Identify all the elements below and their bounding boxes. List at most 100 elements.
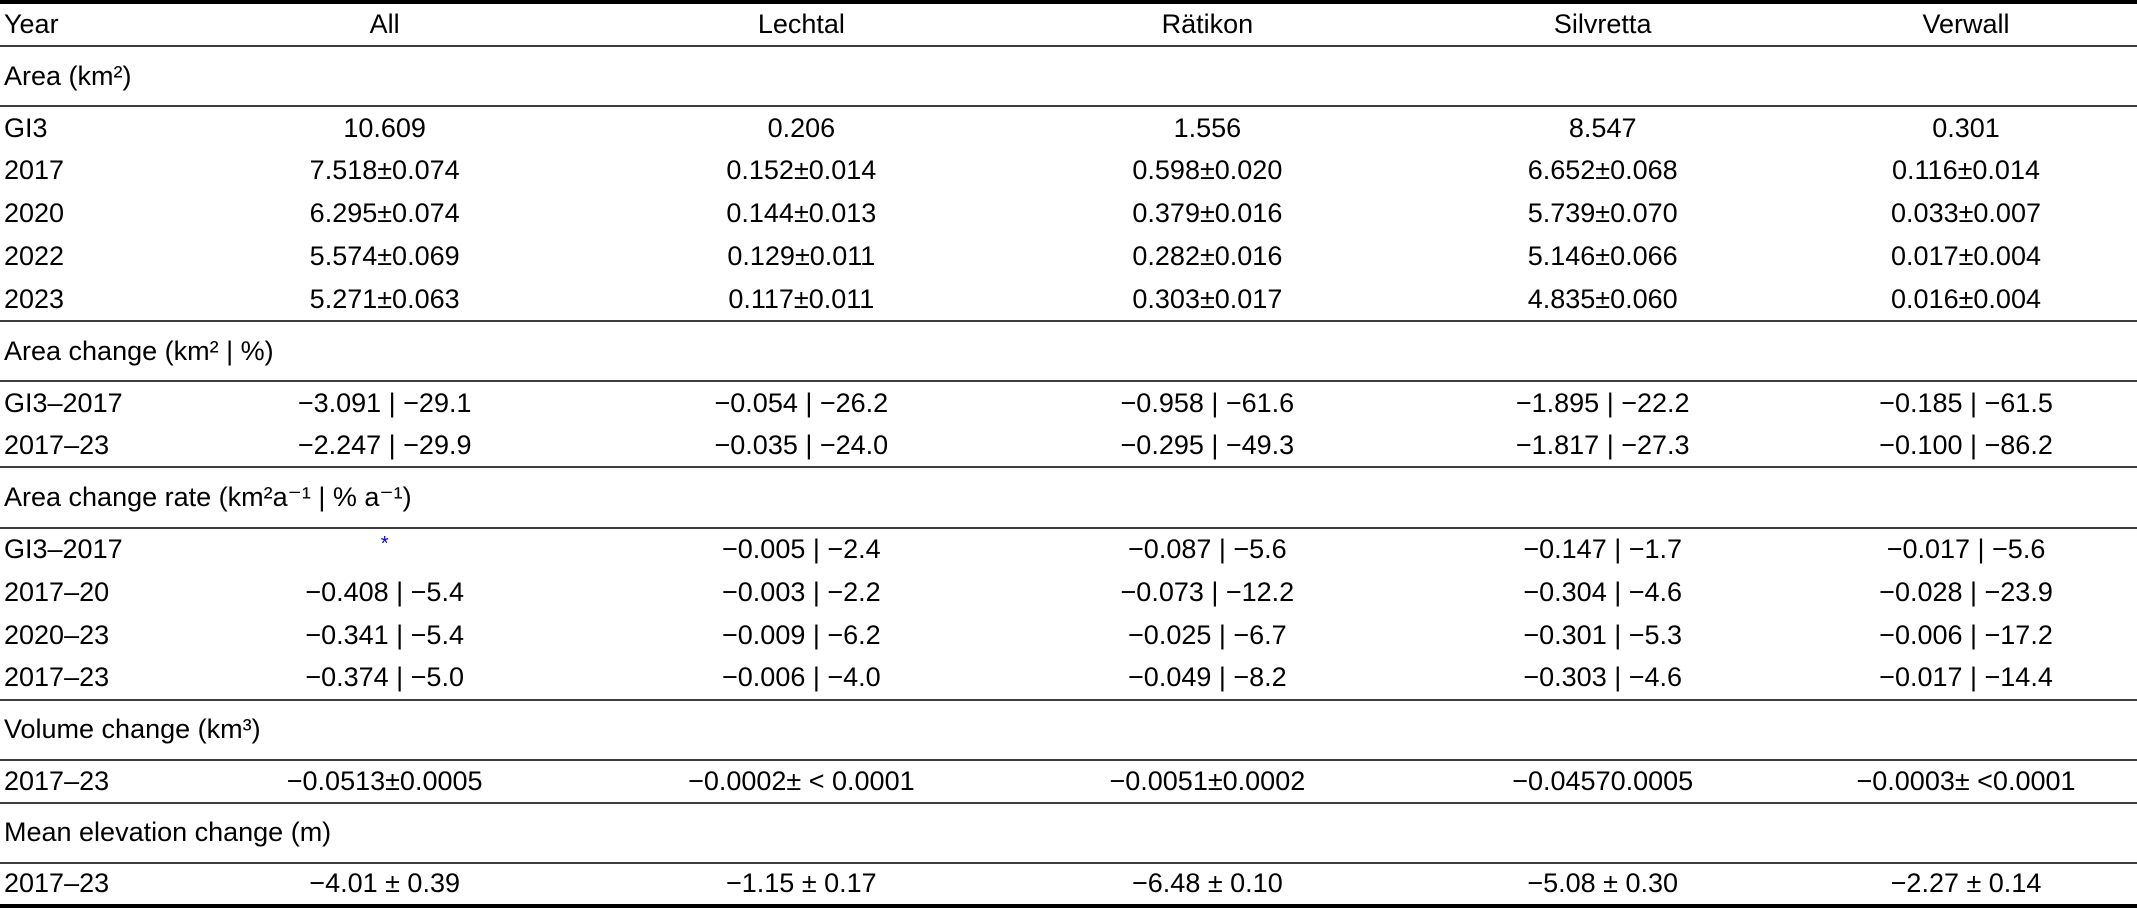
table-cell: 0.379±0.016 bbox=[1132, 198, 1283, 229]
table-cell: 10.609 bbox=[343, 112, 426, 143]
table-cell: −0.006 | −4.0 bbox=[722, 662, 881, 693]
table-cell: −0.087 | −5.6 bbox=[1128, 534, 1287, 565]
table-cell: −4.01 ± 0.39 bbox=[309, 868, 460, 899]
section-title-label: Area (km²) bbox=[0, 44, 2137, 108]
table-cell: −0.147 | −1.7 bbox=[1523, 534, 1683, 565]
table-cell: 0.301 bbox=[1932, 112, 2000, 143]
table-cell: −0.003 | −2.2 bbox=[722, 576, 881, 607]
row-label: 2017 bbox=[4, 155, 65, 186]
table-cell: 5.271±0.063 bbox=[309, 283, 460, 314]
header-row: Year All Lechtal Rätikon Silvretta Verwa… bbox=[0, 2, 2137, 46]
table-cell: 0.116±0.014 bbox=[1892, 155, 2040, 186]
table-cell: 0.033±0.007 bbox=[1891, 198, 2041, 229]
table-cell: −0.958 | −61.6 bbox=[1120, 387, 1295, 418]
table-cell: 6.295±0.074 bbox=[309, 198, 460, 229]
table-row: 2017 7.518±0.074 0.152±0.014 0.598±0.020… bbox=[0, 149, 2137, 192]
table-cell: −0.0513±0.0005 bbox=[286, 765, 483, 796]
row-label: GI3–2017 bbox=[4, 387, 123, 418]
section-title-label: Area change rate (km²a⁻¹ | % a⁻¹) bbox=[0, 466, 2137, 529]
table-cell: −5.08 ± 0.30 bbox=[1527, 868, 1679, 899]
table-row: GI3–2017 −3.091 | −29.1 −0.054 | −26.2 −… bbox=[0, 381, 2137, 424]
table-cell: 0.303±0.017 bbox=[1132, 283, 1283, 314]
table-cell: 5.146±0.066 bbox=[1527, 241, 1678, 272]
row-label: 2017–23 bbox=[4, 429, 110, 460]
table-cell: −2.247 | −29.9 bbox=[297, 429, 472, 460]
table-cell: −0.0002± < 0.0001 bbox=[688, 765, 915, 796]
table-cell: −0.028 | −23.9 bbox=[1879, 576, 2053, 607]
table-row: 2023 5.271±0.063 0.117±0.011 0.303±0.017… bbox=[0, 278, 2137, 321]
row-label: 2017–20 bbox=[4, 576, 110, 607]
table-cell: 4.835±0.060 bbox=[1527, 283, 1678, 314]
table-cell: 0.598±0.020 bbox=[1132, 155, 1283, 186]
table-cell: 0.016±0.004 bbox=[1891, 283, 2041, 314]
table-cell: −0.304 | −4.6 bbox=[1523, 576, 1683, 607]
table-cell: −0.005 | −2.4 bbox=[722, 534, 881, 565]
table-cell: 7.518±0.074 bbox=[309, 155, 460, 186]
table-cell: 5.574±0.069 bbox=[309, 241, 460, 272]
table-row: 2022 5.574±0.069 0.129±0.011 0.282±0.016… bbox=[0, 235, 2137, 278]
table-cell: −0.303 | −4.6 bbox=[1523, 662, 1683, 693]
section-title-area: Area (km²) bbox=[0, 44, 2137, 108]
table-cell: −0.408 | −5.4 bbox=[305, 576, 464, 607]
table-cell: 1.556 bbox=[1173, 112, 1242, 143]
section-title-label: Area change (km² | %) bbox=[0, 320, 2137, 383]
section-title-area-change-rate: Area change rate (km²a⁻¹ | % a⁻¹) bbox=[0, 466, 2137, 529]
column-header-all: All bbox=[369, 9, 400, 39]
table-row: 2020 6.295±0.074 0.144±0.013 0.379±0.016… bbox=[0, 192, 2137, 235]
footnote-asterisk-link[interactable]: * bbox=[380, 533, 389, 556]
section-title-label: Mean elevation change (m) bbox=[0, 801, 2137, 864]
table-cell: −0.025 | −6.7 bbox=[1128, 619, 1287, 650]
table-row: 2017–23 −2.247 | −29.9 −0.035 | −24.0 −0… bbox=[0, 424, 2137, 467]
table-cell: −0.0051±0.0002 bbox=[1109, 765, 1306, 796]
table-cell: −0.017 | −14.4 bbox=[1879, 662, 2053, 693]
table-row: GI3–2017 * −0.005 | −2.4 −0.087 | −5.6 −… bbox=[0, 528, 2137, 571]
table-cell: * bbox=[171, 528, 598, 571]
table-cell: −0.374 | −5.0 bbox=[305, 662, 464, 693]
table-cell: −0.009 | −6.2 bbox=[722, 619, 881, 650]
row-label: 2020–23 bbox=[4, 619, 110, 650]
column-header-year: Year bbox=[4, 9, 59, 39]
section-title-volume-change: Volume change (km³) bbox=[0, 698, 2137, 761]
table-cell: −1.15 ± 0.17 bbox=[726, 868, 877, 899]
section-title-area-change: Area change (km² | %) bbox=[0, 320, 2137, 383]
table-cell: 0.152±0.014 bbox=[726, 155, 877, 186]
table-cell: 0.117±0.011 bbox=[728, 283, 875, 314]
column-header-verwall: Verwall bbox=[1922, 9, 2010, 39]
table-row: 2017–23 −4.01 ± 0.39 −1.15 ± 0.17 −6.48 … bbox=[0, 863, 2137, 906]
table-cell: 0.206 bbox=[767, 112, 836, 143]
table-cell: −0.295 | −49.3 bbox=[1120, 429, 1295, 460]
section-title-mean-elevation-change: Mean elevation change (m) bbox=[0, 801, 2137, 864]
row-label: GI3–2017 bbox=[4, 534, 123, 565]
table-cell: −0.054 | −26.2 bbox=[714, 387, 889, 418]
table-cell: −6.48 ± 0.10 bbox=[1132, 868, 1283, 899]
row-label: 2017–23 bbox=[4, 868, 110, 899]
table-row: 2017–23 −0.0513±0.0005 −0.0002± < 0.0001… bbox=[0, 760, 2137, 803]
table-cell: 5.739±0.070 bbox=[1527, 198, 1678, 229]
table-cell: −2.27 ± 0.14 bbox=[1890, 868, 2042, 899]
row-label: 2017–23 bbox=[4, 765, 110, 796]
table-cell: −0.006 | −17.2 bbox=[1879, 619, 2053, 650]
table-cell: −1.817 | −27.3 bbox=[1515, 429, 1690, 460]
table-row: 2017–23 −0.374 | −5.0 −0.006 | −4.0 −0.0… bbox=[0, 657, 2137, 700]
table-cell: −0.100 | −86.2 bbox=[1879, 429, 2053, 460]
table-cell: −0.0003± <0.0001 bbox=[1856, 765, 2076, 796]
table-cell: −0.301 | −5.3 bbox=[1523, 619, 1683, 650]
table-cell: 0.129±0.011 bbox=[727, 241, 876, 272]
table-row: 2020–23 −0.341 | −5.4 −0.009 | −6.2 −0.0… bbox=[0, 614, 2137, 657]
table-row: GI3 10.609 0.206 1.556 8.547 0.301 bbox=[0, 106, 2137, 149]
table-cell: −0.035 | −24.0 bbox=[714, 429, 889, 460]
row-label: 2023 bbox=[4, 283, 65, 314]
table-cell: −0.185 | −61.5 bbox=[1879, 387, 2053, 418]
row-label: GI3 bbox=[4, 112, 48, 143]
section-title-label: Volume change (km³) bbox=[0, 698, 2137, 761]
row-label: 2017–23 bbox=[4, 662, 110, 693]
row-label: 2022 bbox=[4, 241, 65, 272]
table-cell: 0.282±0.016 bbox=[1132, 241, 1283, 272]
table-cell: −0.073 | −12.2 bbox=[1120, 576, 1295, 607]
table-cell: 6.652±0.068 bbox=[1527, 155, 1678, 186]
column-header-lechtal: Lechtal bbox=[757, 9, 845, 39]
table-cell: −1.895 | −22.2 bbox=[1515, 387, 1690, 418]
column-header-raetikon: Rätikon bbox=[1161, 9, 1254, 39]
table-cell: −0.017 | −5.6 bbox=[1886, 534, 2046, 565]
